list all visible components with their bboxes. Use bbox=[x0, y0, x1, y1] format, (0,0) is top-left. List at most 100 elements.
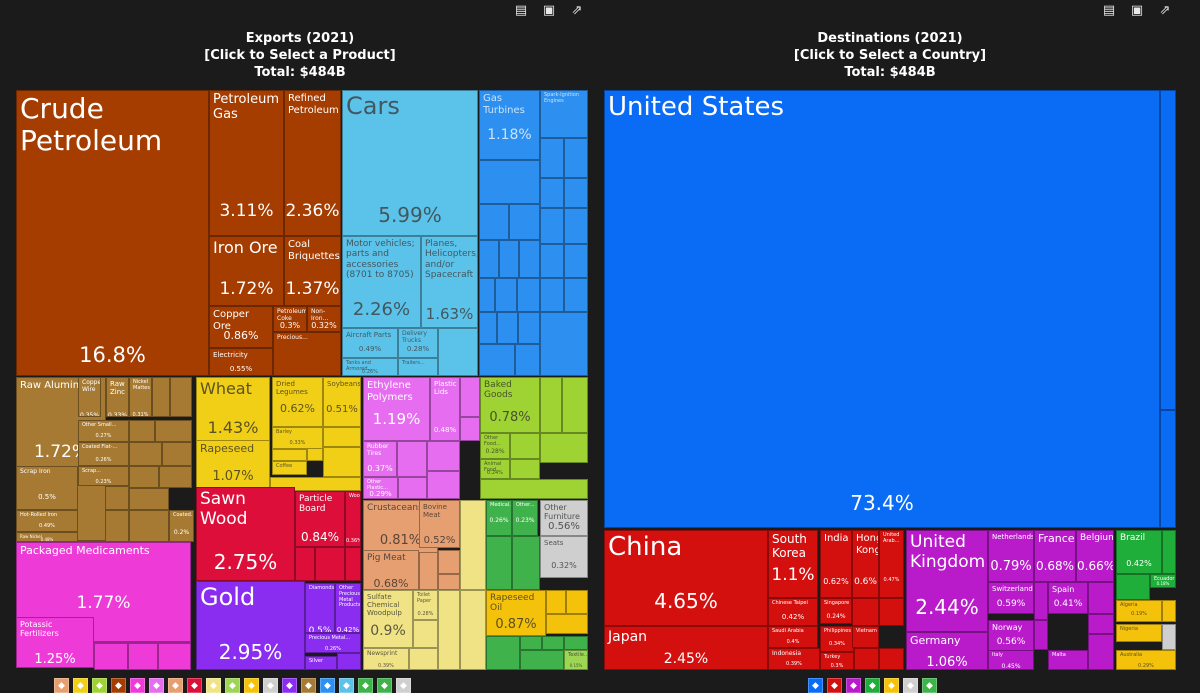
legend-category-icon[interactable]: ◆ bbox=[377, 678, 392, 693]
legend-category-icon[interactable]: ◆ bbox=[827, 678, 842, 693]
treemap-tile[interactable]: Petroleum Coke 0.3% bbox=[273, 306, 307, 332]
treemap-tile-minor[interactable] bbox=[158, 643, 191, 670]
legend-category-icon[interactable]: ◆ bbox=[263, 678, 278, 693]
legend-category-icon[interactable]: ◆ bbox=[149, 678, 164, 693]
treemap-tile[interactable]: Indonesia 0.39% bbox=[768, 648, 820, 670]
treemap-tile[interactable]: Aircraft Parts 0.49% bbox=[342, 328, 398, 358]
treemap-tile-minor[interactable] bbox=[479, 240, 499, 278]
treemap-tile[interactable]: Dried Legumes 0.62% bbox=[272, 377, 323, 427]
treemap-tile[interactable]: Philippines 0.34% bbox=[820, 626, 854, 652]
treemap-tile[interactable]: South Korea 1.1% bbox=[768, 530, 818, 598]
treemap-tile[interactable]: Singapore 0.24% bbox=[820, 598, 852, 624]
treemap-tile[interactable]: Non-Iron... 0.32% bbox=[307, 306, 341, 332]
treemap-tile[interactable]: Silver bbox=[305, 656, 337, 670]
treemap-tile-minor[interactable] bbox=[295, 547, 315, 581]
treemap-tile[interactable]: Other Furniture 0.56% bbox=[540, 500, 588, 536]
treemap-tile[interactable]: Other Precious Metal Products 0.42% bbox=[335, 583, 361, 633]
treemap-tile-minor[interactable] bbox=[520, 636, 542, 650]
treemap-tile-minor[interactable] bbox=[497, 312, 518, 344]
treemap-tile-minor[interactable] bbox=[323, 427, 361, 447]
treemap-tile[interactable]: Raw Zinc 0.33% bbox=[106, 377, 129, 417]
treemap-tile-minor[interactable] bbox=[540, 208, 564, 244]
treemap-tile[interactable]: Medical... 0.26% bbox=[486, 500, 512, 536]
treemap-tile[interactable]: Malta bbox=[1048, 650, 1088, 670]
table-icon[interactable]: ▤ bbox=[1102, 3, 1116, 18]
treemap-tile-minor[interactable] bbox=[1162, 530, 1176, 574]
treemap-tile[interactable]: India 0.62% bbox=[820, 530, 852, 598]
legend-category-icon[interactable]: ◆ bbox=[168, 678, 183, 693]
treemap-tile-minor[interactable] bbox=[419, 548, 438, 590]
treemap-tile-minor[interactable] bbox=[438, 328, 478, 376]
treemap-tile-minor[interactable] bbox=[438, 574, 460, 590]
treemap-tile-minor[interactable] bbox=[1034, 582, 1048, 620]
treemap-tile-minor[interactable] bbox=[566, 590, 588, 614]
treemap-tile-minor[interactable] bbox=[129, 420, 155, 442]
treemap-tile[interactable]: Cars 5.99% bbox=[342, 90, 478, 236]
treemap-tile-minor[interactable] bbox=[479, 204, 509, 240]
legend-category-icon[interactable]: ◆ bbox=[92, 678, 107, 693]
treemap-tile[interactable]: Belgium 0.66% bbox=[1076, 530, 1114, 582]
treemap-tile[interactable]: Rapeseed 1.07% bbox=[196, 440, 270, 488]
treemap-tile-minor[interactable] bbox=[564, 208, 588, 244]
treemap-tile-minor[interactable] bbox=[486, 636, 520, 670]
treemap-tile-minor[interactable] bbox=[397, 441, 427, 477]
treemap-tile-minor[interactable] bbox=[510, 433, 540, 459]
treemap-tile[interactable]: Iron Ore 1.72% bbox=[209, 236, 284, 306]
treemap-tile-minor[interactable] bbox=[486, 536, 512, 590]
treemap-tile-minor[interactable] bbox=[1160, 90, 1176, 410]
treemap-tile[interactable]: Rubber Tires 0.37% bbox=[363, 441, 397, 477]
treemap-tile-minor[interactable] bbox=[1034, 620, 1048, 650]
treemap-tile-minor[interactable] bbox=[413, 620, 438, 648]
treemap-tile[interactable]: Australia 0.29% bbox=[1116, 650, 1176, 670]
table-icon[interactable]: ▤ bbox=[514, 3, 528, 18]
treemap-tile-minor[interactable] bbox=[546, 614, 588, 634]
legend-category-icon[interactable]: ◆ bbox=[187, 678, 202, 693]
treemap-tile[interactable]: Petroleum Gas 3.11% bbox=[209, 90, 284, 236]
treemap-tile-minor[interactable] bbox=[129, 442, 162, 466]
treemap-tile[interactable]: Refined Petroleum 2.36% bbox=[284, 90, 341, 236]
legend-category-icon[interactable]: ◆ bbox=[884, 678, 899, 693]
treemap-tile-minor[interactable] bbox=[495, 278, 517, 312]
treemap-tile[interactable]: Coal Briquettes 1.37% bbox=[284, 236, 341, 306]
treemap-tile-minor[interactable] bbox=[564, 636, 588, 650]
treemap-tile-minor[interactable] bbox=[564, 138, 588, 178]
legend-category-icon[interactable]: ◆ bbox=[358, 678, 373, 693]
treemap-tile-minor[interactable] bbox=[509, 204, 540, 240]
treemap-tile-minor[interactable] bbox=[337, 653, 361, 670]
treemap-tile[interactable]: Soybeans 0.51% bbox=[323, 377, 361, 427]
treemap-tile-minor[interactable] bbox=[540, 178, 564, 208]
treemap-tile[interactable]: Bovine Meat 0.52% bbox=[419, 500, 460, 548]
treemap-tile[interactable]: Turkey 0.3% bbox=[820, 652, 854, 670]
legend-category-icon[interactable]: ◆ bbox=[846, 678, 861, 693]
treemap-tile-minor[interactable] bbox=[1116, 574, 1150, 600]
treemap-tile[interactable]: Wood... 0.36% bbox=[345, 491, 361, 547]
legend-category-icon[interactable]: ◆ bbox=[922, 678, 937, 693]
treemap-tile[interactable]: Scrap Iron 0.5% bbox=[16, 466, 78, 510]
treemap-tile[interactable]: Electricity 0.55% bbox=[209, 348, 273, 376]
treemap-tile[interactable]: Spain 0.41% bbox=[1048, 582, 1088, 614]
treemap-tile[interactable]: Italy 0.45% bbox=[988, 650, 1034, 670]
treemap-tile[interactable]: Hot-Rolled Iron 0.49% bbox=[16, 510, 78, 532]
image-icon[interactable]: ▣ bbox=[542, 3, 556, 18]
treemap-tile[interactable]: Nigeria bbox=[1116, 624, 1162, 642]
treemap-tile[interactable]: United States 73.4% bbox=[604, 90, 1160, 528]
legend-category-icon[interactable]: ◆ bbox=[130, 678, 145, 693]
treemap-tile[interactable]: Netherlands 0.79% bbox=[988, 530, 1034, 582]
treemap-tile-minor[interactable] bbox=[520, 650, 564, 670]
treemap-tile[interactable]: Coated... 0.2% bbox=[169, 510, 194, 542]
treemap-tile[interactable]: Brazil 0.42% bbox=[1116, 530, 1162, 574]
treemap-tile-minor[interactable] bbox=[854, 648, 879, 670]
treemap-tile[interactable]: Japan 2.45% bbox=[604, 626, 768, 670]
treemap-tile[interactable]: Textile... 0.15% bbox=[564, 650, 588, 670]
legend-category-icon[interactable]: ◆ bbox=[54, 678, 69, 693]
treemap-tile-minor[interactable] bbox=[479, 312, 497, 344]
treemap-tile[interactable]: Plastic Lids 0.48% bbox=[430, 377, 460, 441]
treemap-tile[interactable]: Motor vehicles; parts and accessories (8… bbox=[342, 236, 421, 328]
treemap-tile[interactable]: Sawn Wood 2.75% bbox=[196, 487, 295, 581]
treemap-tile-minor[interactable] bbox=[512, 536, 540, 590]
treemap-tile-minor[interactable] bbox=[438, 550, 460, 574]
treemap-tile[interactable]: Seats 0.32% bbox=[540, 536, 588, 578]
treemap-tile-minor[interactable] bbox=[460, 500, 486, 590]
treemap-tile[interactable]: Copper Ore 0.86% bbox=[209, 306, 273, 348]
treemap-tile-minor[interactable] bbox=[542, 636, 564, 650]
